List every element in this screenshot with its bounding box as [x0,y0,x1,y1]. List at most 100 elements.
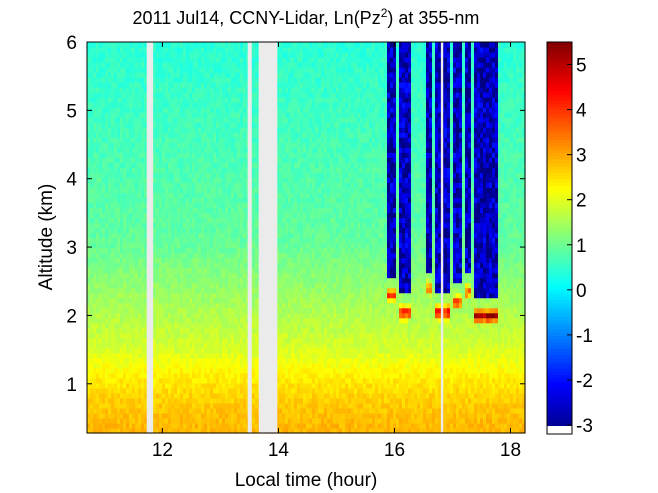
heatmap-cell [114,337,118,344]
heatmap-cell [129,287,133,294]
heatmap-cell [138,407,142,414]
heatmap-cell [114,112,118,118]
heatmap-cell [228,152,232,158]
heatmap-cell [102,217,106,224]
heatmap-cell [96,162,100,168]
heatmap-cell [117,287,121,294]
heatmap-cell [180,292,184,299]
heatmap-cell [117,392,121,399]
heatmap-cell [174,107,178,113]
heatmap-cell [96,182,100,188]
heatmap-cell [108,202,112,209]
heatmap-cell [192,137,196,143]
heatmap-cell [153,367,157,374]
heatmap-cell [114,242,118,249]
heatmap-cell [87,132,91,138]
heatmap-cell [243,87,247,93]
heatmap-cell [138,287,142,294]
heatmap-cell [87,102,91,108]
heatmap-cell [276,387,280,394]
heatmap-cell [156,187,160,193]
heatmap-cell [87,192,91,198]
heatmap-cell [156,82,160,88]
heatmap-cell [231,232,235,239]
heatmap-cell [225,312,229,319]
heatmap-cell [168,402,172,409]
heatmap-cell [153,217,157,224]
heatmap-cell [189,167,193,173]
heatmap-cell [195,232,199,239]
heatmap-cell [132,222,136,229]
heatmap-cell [225,362,229,369]
heatmap-cell [189,347,193,354]
heatmap-cell [96,192,100,198]
heatmap-cell [204,97,208,103]
heatmap-cell [132,147,136,153]
heatmap-cell [186,407,190,414]
heatmap-cell [237,97,241,103]
heatmap-cell [93,362,97,369]
heatmap-cell [228,242,232,249]
heatmap-cell [225,332,229,339]
heatmap-cell [165,142,169,148]
heatmap-cell [237,362,241,369]
heatmap-cell [165,122,169,128]
heatmap-cell [276,397,280,404]
heatmap-cell [153,247,157,254]
heatmap-cell [171,292,175,299]
heatmap-cell [99,172,103,178]
heatmap-cell [276,252,280,259]
heatmap-cell [126,202,130,209]
heatmap-cell [216,112,220,118]
heatmap-cell [231,62,235,68]
heatmap-cell [219,322,223,329]
heatmap-cell [162,107,166,113]
heatmap-cell [243,302,247,309]
heatmap-cell [162,217,166,224]
heatmap-cell [144,97,148,103]
heatmap-cell [228,257,232,264]
heatmap-cell [156,307,160,314]
heatmap-cell [93,397,97,404]
heatmap-cell [204,77,208,83]
heatmap-cell [111,337,115,344]
heatmap-cell [144,317,148,324]
heatmap-cell [117,42,121,48]
heatmap-cell [189,197,193,204]
heatmap-cell [114,272,118,279]
heatmap-cell [219,122,223,128]
heatmap-cell [108,312,112,319]
heatmap-cell [105,237,109,244]
heatmap-cell [225,417,229,424]
heatmap-cell [174,242,178,249]
heatmap-cell [93,202,97,209]
heatmap-cell [234,317,238,324]
heatmap-cell [276,92,280,98]
heatmap-cell [255,382,259,389]
heatmap-cell [90,342,94,349]
heatmap-cell [198,142,202,148]
heatmap-cell [123,72,127,78]
heatmap-cell [90,57,94,63]
heatmap-cell [126,267,130,274]
heatmap-cell [234,182,238,188]
heatmap-cell [255,162,259,168]
heatmap-cell [132,97,136,103]
heatmap-cell [255,67,259,73]
heatmap-cell [189,352,193,359]
heatmap-cell [171,262,175,269]
heatmap-cell [168,257,172,264]
heatmap-cell [90,167,94,173]
heatmap-cell [114,97,118,103]
heatmap-cell [186,287,190,294]
heatmap-cell [162,307,166,314]
heatmap-cell [123,242,127,249]
heatmap-cell [93,217,97,224]
heatmap-cell [255,202,259,209]
heatmap-cell [180,202,184,209]
heatmap-cell [198,217,202,224]
heatmap-cell [228,102,232,108]
heatmap-cell [129,167,133,173]
heatmap-cell [102,262,106,269]
heatmap-cell [180,427,184,434]
